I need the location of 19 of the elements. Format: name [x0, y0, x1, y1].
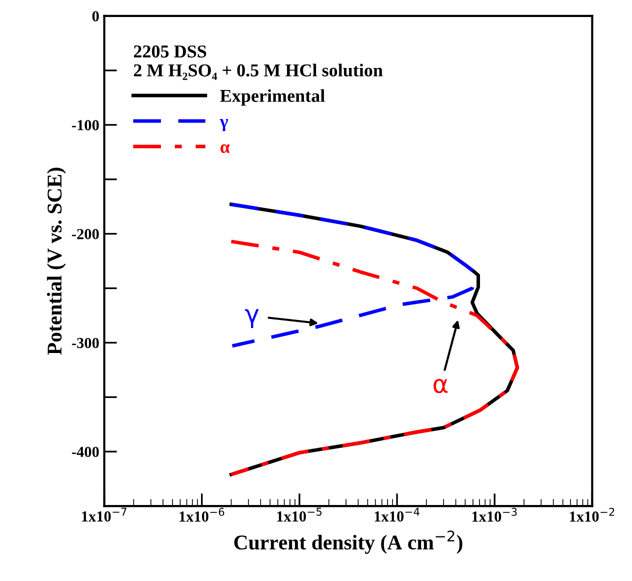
- legend-label: Experimental: [220, 89, 325, 106]
- annotation: γ: [245, 309, 259, 328]
- legend-title: 2205 DSS 2 M H₂SO₄ + 0.5 M HCl solution: [134, 45, 383, 80]
- x-tick-label: 1x10$^{−7}$: [82, 508, 126, 522]
- y-tick-label: -400: [72, 446, 99, 458]
- y-tick-label: -300: [72, 338, 99, 348]
- x-tick-label: 1x10$^{−4}$: [374, 508, 420, 522]
- y-tick-label: -100: [72, 120, 99, 130]
- y-tick-label: 0: [92, 11, 99, 22]
- legend-label: α: [220, 144, 230, 153]
- legend-label: γ: [220, 119, 228, 132]
- annotation: α: [434, 378, 448, 394]
- y-axis-title: Potential (V vs. SCE): [46, 168, 66, 355]
- y-tick-label: -200: [72, 228, 99, 240]
- x-tick-label: 1x10$^{−5}$: [277, 508, 322, 522]
- x-axis-title: Current density (A cm$^{−2}$): [234, 530, 462, 554]
- x-tick-label: 1x10$^{−2}$: [570, 508, 614, 522]
- x-tick-label: 1x10$^{−6}$: [180, 508, 224, 522]
- x-tick-label: 1x10$^{−3}$: [472, 508, 517, 522]
